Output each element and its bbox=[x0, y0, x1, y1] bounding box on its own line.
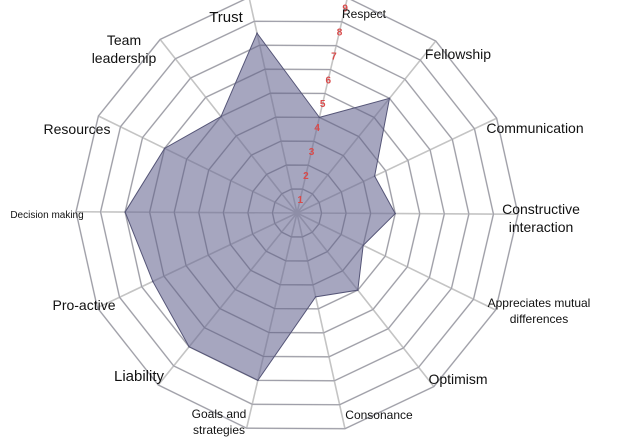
data-point-8 bbox=[257, 379, 259, 382]
category-label-2: Respect bbox=[342, 7, 387, 21]
category-label-12: Decision making bbox=[10, 210, 83, 221]
series-layer bbox=[75, 0, 519, 430]
category-label-11: Pro-active bbox=[52, 297, 115, 313]
category-label-9-line-1: Goals and bbox=[192, 407, 247, 421]
data-point-7 bbox=[314, 296, 317, 298]
tick-label-8: 8 bbox=[337, 27, 343, 38]
tick-label-9: 9 bbox=[342, 4, 348, 15]
data-point-3 bbox=[373, 175, 376, 177]
tick-label-2: 2 bbox=[303, 171, 309, 182]
data-point-12 bbox=[163, 147, 166, 150]
data-point-13 bbox=[220, 115, 222, 118]
tick-label-4: 4 bbox=[314, 123, 320, 134]
tick-layer: 1 2 3 4 5 6 7 8 9 bbox=[298, 4, 349, 206]
category-label-5-line-2: interaction bbox=[509, 219, 574, 235]
data-point-1 bbox=[318, 116, 321, 119]
label-layer: Trust Respect Fellowship Communication Const… bbox=[10, 7, 590, 437]
category-label-3: Fellowship bbox=[425, 46, 491, 62]
category-label-6-line-2: differences bbox=[510, 312, 568, 326]
data-point-11 bbox=[124, 211, 126, 213]
data-point-2 bbox=[388, 97, 391, 100]
category-label-6-line-1: Appreciates mutual bbox=[488, 296, 591, 310]
category-label-14-line-2: leadership bbox=[92, 50, 157, 66]
tick-label-5: 5 bbox=[320, 99, 326, 110]
category-label-8: Consonance bbox=[345, 408, 413, 422]
tick-label-7: 7 bbox=[331, 51, 337, 62]
category-label-5-line-1: Constructive bbox=[502, 201, 580, 217]
category-label-7: Optimism bbox=[428, 371, 487, 387]
data-point-9 bbox=[188, 345, 190, 348]
inner-ring-overlay-4 bbox=[198, 116, 396, 310]
tick-label-1: 1 bbox=[298, 195, 304, 206]
category-label-4: Communication bbox=[486, 120, 583, 136]
data-point-14 bbox=[256, 32, 258, 35]
inner-ring-overlay-3 bbox=[222, 140, 372, 286]
inner-ring-overlay-9 bbox=[75, 0, 519, 430]
category-label-10: Liability bbox=[114, 368, 165, 385]
data-point-4 bbox=[394, 212, 397, 215]
data-point-6 bbox=[357, 289, 359, 291]
tick-label-3: 3 bbox=[309, 147, 315, 158]
category-label-9-line-2: strategies bbox=[193, 423, 245, 437]
tick-label-6: 6 bbox=[326, 75, 332, 86]
inner-ring-overlay-6 bbox=[149, 68, 445, 358]
category-label-13: Resources bbox=[44, 121, 111, 137]
inner-ring-overlay-8 bbox=[100, 20, 494, 406]
inner-ring-overlay-1 bbox=[271, 188, 323, 238]
inner-ring-overlay-2 bbox=[247, 164, 347, 262]
inner-ring-overlay-5 bbox=[173, 92, 421, 334]
category-label-1: Trust bbox=[209, 9, 243, 26]
data-point-10 bbox=[152, 280, 154, 283]
data-point-5 bbox=[362, 244, 364, 247]
category-label-14-line-1: Team bbox=[107, 32, 141, 48]
